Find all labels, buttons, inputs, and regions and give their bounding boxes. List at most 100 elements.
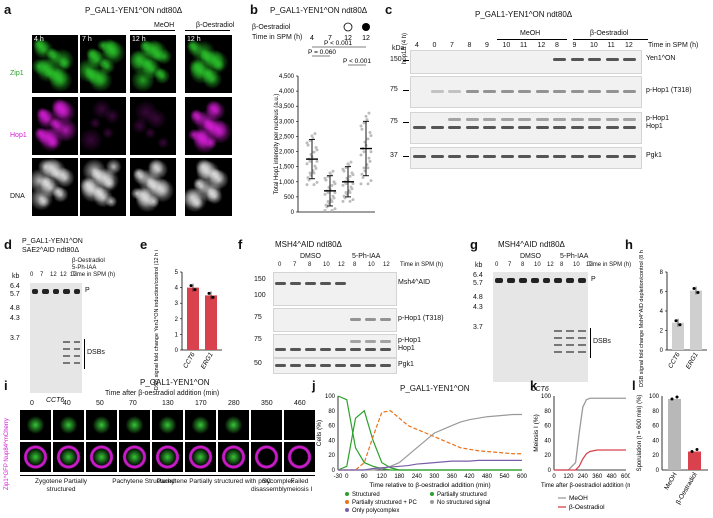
data-point (330, 208, 334, 212)
replicate-point (678, 323, 682, 327)
data-point (360, 127, 364, 131)
chart-k: 0 20 40 60 80 100 0 120 240 360 480 600 Meiosis I (%… (533, 394, 630, 511)
data-point (313, 132, 317, 136)
lane-label: 9 (485, 42, 489, 49)
time-label: Time in SPM (h) (588, 262, 632, 268)
blot-strip (273, 334, 397, 358)
dsb-band (63, 355, 70, 357)
blot-strip (410, 50, 642, 74)
data-point (351, 198, 355, 202)
lane-label: 8 (467, 42, 472, 49)
chart-e: 0 1 2 3 4 5 DSB signal fold change Yen1^ON ind… (154, 250, 222, 390)
lane-label: 12 (537, 42, 546, 49)
protein-band (413, 155, 426, 158)
genotype-d2: SAE2^AID ndt80Δ (22, 247, 79, 254)
y-tick-label: 4 (175, 286, 179, 292)
kb-label: kb (475, 262, 483, 269)
dsb-band (73, 362, 80, 364)
time-label-b: Time in SPM (h) (252, 34, 303, 41)
lane-label: 8 (308, 262, 312, 268)
size-marker: 3.7 (10, 335, 20, 342)
kda-label-c: kDa (392, 45, 405, 52)
dsb-band (578, 337, 586, 339)
lane-label: 0 (278, 262, 282, 268)
lane-label: 4 (415, 42, 419, 49)
stage-label: Pachytene Structured (112, 478, 175, 485)
y-tick-label: 100 (541, 394, 552, 400)
time-label-c: Time in SPM (h) (648, 42, 699, 49)
gene-label: CCT6 (530, 386, 549, 393)
cond-meoh-a: MeOH (154, 22, 175, 29)
protein-band (605, 155, 619, 158)
data-point (312, 150, 316, 154)
protein-band (430, 126, 444, 129)
size-marker: 5.7 (473, 280, 483, 287)
data-point (305, 162, 309, 166)
legend-label: Only polycomplex (352, 508, 399, 514)
protein-band (500, 118, 514, 121)
x-tick-label: 120 (563, 474, 574, 480)
genotype-d1: P_GAL1-YEN1^ON (22, 238, 83, 245)
band-label: p-Hop1 (646, 115, 669, 122)
parental-band (542, 278, 551, 283)
y-tick-label: 20 (544, 453, 551, 459)
category-label: ERG1 (685, 351, 700, 370)
bar (688, 451, 701, 470)
divider (185, 30, 230, 31)
lane-label: 11 (607, 42, 615, 49)
micrograph: 7 h (80, 35, 126, 93)
data-point (312, 183, 316, 187)
series-line (338, 410, 522, 471)
replicate-point (674, 319, 678, 323)
y-tick-label: 40 (652, 438, 659, 444)
estradiol-marker (362, 23, 370, 31)
divider (130, 30, 175, 31)
size-marker: 4.3 (473, 304, 483, 311)
time-label: 0 (30, 400, 34, 407)
data-point (346, 162, 350, 166)
protein-band (518, 118, 531, 121)
replicate-point (695, 448, 699, 451)
protein-band (350, 364, 361, 367)
x-tick-label: 0 (345, 474, 349, 480)
protein-band (623, 155, 636, 158)
lane-label: 12 (383, 262, 390, 268)
legend-marker (430, 492, 434, 496)
y-tick-label: 500 (284, 195, 295, 201)
protein-band (380, 318, 391, 321)
legend-label: β-Oestradiol (569, 504, 605, 511)
lane-label: 10 (534, 262, 541, 268)
data-point (323, 192, 327, 196)
data-point (359, 124, 363, 128)
replicate-point (692, 287, 696, 291)
data-point (323, 208, 327, 212)
y-tick-label: 4,000 (279, 89, 295, 95)
protein-band (290, 364, 301, 367)
lane-label: 8 (353, 262, 357, 268)
dsb-band (73, 341, 80, 343)
data-point (367, 111, 371, 115)
micrograph (80, 97, 126, 155)
y-tick-label: 3,500 (279, 104, 295, 110)
cell-image (152, 442, 183, 472)
x-axis-label: Time after β-oestradiol addition (min) (541, 483, 630, 489)
y-axis-label: Meiosis I (%) (533, 414, 540, 452)
cell-image (185, 410, 216, 440)
replicate-point (696, 291, 700, 295)
data-point (348, 174, 352, 178)
protein-band (465, 90, 479, 93)
replicate-point (193, 288, 197, 292)
y-tick-label: 1 (175, 332, 179, 338)
protein-band (320, 282, 331, 285)
band-label: p-Hop1 (398, 337, 421, 344)
blot-strip (410, 147, 642, 169)
y-tick-label: 100 (649, 394, 660, 400)
meoh-marker (343, 22, 353, 32)
y-tick-label: 1,000 (279, 180, 295, 186)
cell-image (20, 410, 51, 440)
bar (205, 295, 217, 350)
time-title-i: Time after β-oestradiol addition (min) (105, 390, 220, 397)
data-point (369, 150, 373, 154)
protein-band (570, 90, 584, 93)
x-tick-label: 360 (447, 474, 458, 480)
